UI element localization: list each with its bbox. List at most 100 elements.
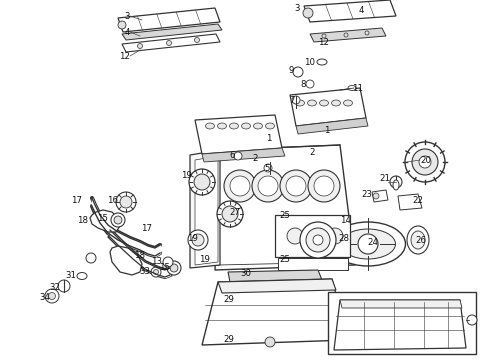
Polygon shape [110, 246, 142, 275]
Ellipse shape [358, 234, 378, 254]
Text: 27: 27 [229, 207, 240, 216]
Circle shape [58, 280, 70, 292]
Ellipse shape [341, 229, 395, 259]
Polygon shape [334, 300, 466, 350]
Text: 9: 9 [289, 66, 294, 75]
Circle shape [280, 170, 312, 202]
Polygon shape [118, 8, 220, 32]
Polygon shape [372, 190, 388, 202]
Polygon shape [296, 118, 368, 134]
Ellipse shape [407, 226, 429, 254]
Circle shape [264, 164, 272, 172]
Circle shape [86, 253, 96, 263]
Polygon shape [304, 0, 396, 22]
Text: 29: 29 [223, 296, 234, 305]
Polygon shape [215, 145, 355, 270]
Circle shape [258, 176, 278, 196]
Ellipse shape [242, 123, 250, 129]
Circle shape [170, 264, 178, 272]
Circle shape [390, 176, 402, 188]
Text: 15: 15 [97, 213, 108, 222]
Text: 21: 21 [379, 174, 390, 183]
Circle shape [467, 315, 477, 325]
Circle shape [313, 235, 323, 245]
Ellipse shape [308, 100, 317, 106]
Circle shape [188, 230, 208, 250]
Circle shape [230, 176, 250, 196]
Polygon shape [122, 24, 222, 40]
Text: 11: 11 [352, 84, 363, 93]
Polygon shape [340, 300, 462, 308]
Text: 10: 10 [304, 58, 315, 67]
Circle shape [153, 270, 158, 274]
Circle shape [252, 170, 284, 202]
Text: 4: 4 [124, 27, 130, 36]
Ellipse shape [266, 123, 274, 129]
Text: 12: 12 [318, 37, 329, 46]
Circle shape [224, 170, 256, 202]
Circle shape [163, 257, 173, 267]
Polygon shape [122, 34, 220, 52]
Circle shape [344, 33, 348, 37]
Circle shape [194, 174, 210, 190]
Text: 7: 7 [290, 95, 295, 104]
Text: 17: 17 [71, 195, 82, 204]
Circle shape [45, 289, 59, 303]
Circle shape [287, 228, 303, 244]
Circle shape [300, 222, 336, 258]
Ellipse shape [319, 100, 328, 106]
Circle shape [419, 156, 431, 168]
Circle shape [167, 41, 172, 45]
Polygon shape [228, 270, 322, 282]
Ellipse shape [205, 123, 215, 129]
Text: 18: 18 [134, 251, 145, 260]
Text: 29: 29 [223, 336, 234, 345]
Circle shape [49, 292, 55, 300]
Text: 20: 20 [420, 156, 431, 165]
Ellipse shape [253, 123, 263, 129]
Circle shape [120, 196, 132, 208]
Circle shape [222, 206, 238, 222]
Polygon shape [310, 28, 386, 42]
Polygon shape [195, 156, 218, 265]
Circle shape [373, 193, 379, 199]
Text: 33: 33 [139, 267, 150, 276]
Circle shape [114, 216, 122, 224]
Polygon shape [202, 279, 348, 345]
Text: 25: 25 [279, 211, 290, 220]
Circle shape [265, 337, 275, 347]
Circle shape [151, 267, 161, 277]
Text: 34: 34 [39, 293, 50, 302]
Circle shape [234, 152, 242, 160]
Circle shape [111, 213, 125, 227]
Circle shape [192, 234, 204, 246]
Circle shape [327, 228, 343, 244]
Polygon shape [398, 194, 422, 210]
Circle shape [116, 192, 136, 212]
Text: 13: 13 [151, 257, 162, 266]
Circle shape [306, 228, 330, 252]
Circle shape [293, 67, 303, 77]
Circle shape [322, 34, 326, 38]
Circle shape [303, 8, 313, 18]
Text: 3: 3 [124, 12, 130, 21]
Text: 18: 18 [77, 216, 88, 225]
Circle shape [195, 37, 199, 42]
Text: 8: 8 [300, 80, 306, 89]
Text: 5: 5 [265, 163, 270, 172]
Ellipse shape [343, 100, 352, 106]
Ellipse shape [317, 59, 327, 65]
Polygon shape [290, 88, 366, 126]
Text: 24: 24 [367, 238, 378, 247]
Circle shape [307, 228, 323, 244]
Text: 17: 17 [141, 224, 152, 233]
Text: 4: 4 [359, 5, 365, 14]
Text: 26: 26 [415, 235, 426, 244]
Ellipse shape [332, 100, 341, 106]
Circle shape [308, 170, 340, 202]
Ellipse shape [393, 180, 399, 190]
Ellipse shape [218, 123, 226, 129]
Text: 28: 28 [338, 234, 349, 243]
Circle shape [189, 169, 215, 195]
Circle shape [412, 149, 438, 175]
